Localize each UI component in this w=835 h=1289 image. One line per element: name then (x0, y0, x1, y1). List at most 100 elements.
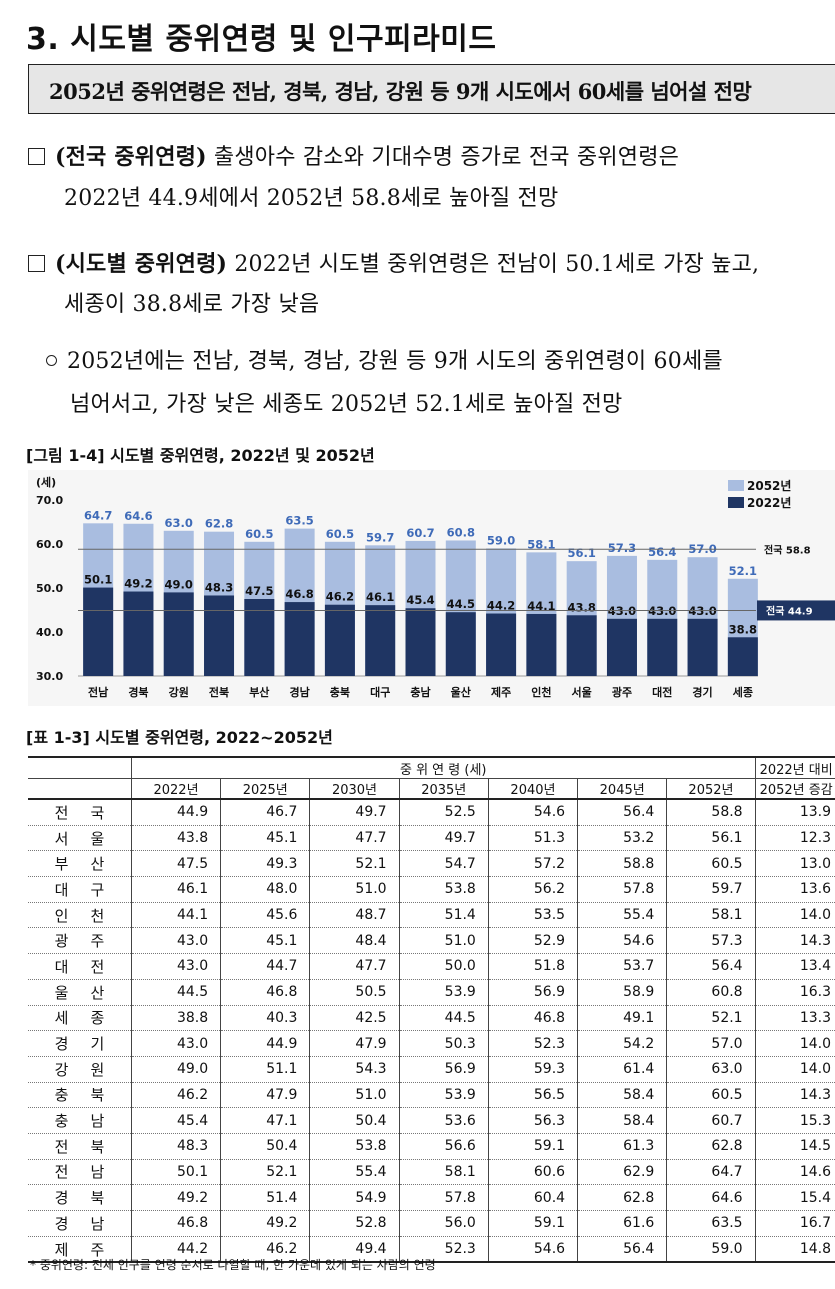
table-value-cell: 53.8 (398, 876, 489, 903)
table-value-cell: 56.3 (487, 1107, 578, 1134)
figure-title: [그림 1-4] 시도별 중위연령, 2022년 및 2052년 (26, 446, 375, 465)
table-value-cell: 62.8 (577, 1184, 667, 1211)
table-region-cell: 제주 (28, 1236, 132, 1264)
bar-2022-label: 44.2 (487, 599, 515, 613)
table-diff-cell: 14.3 (754, 927, 835, 955)
table-value-cell: 62.8 (666, 1133, 756, 1160)
median-age-bar-chart: 30.0 40.0 50.0 60.0 70.0 64.7 50.1 전남 64.6 49.2 경… (28, 470, 835, 706)
table-row: 충남 45.4 47.1 50.4 53.6 56.3 58.4 60.7 15.3 (28, 1107, 835, 1134)
table-diff-cell: 14.5 (754, 1133, 835, 1160)
table-corner (28, 778, 132, 800)
bar-2022-label: 49.0 (165, 577, 193, 591)
table-region-cell: 경북 (28, 1184, 132, 1211)
table-value-cell: 47.1 (220, 1107, 310, 1134)
bar-2052-label: 62.8 (205, 517, 233, 531)
table-region-cell: 대전 (28, 953, 132, 980)
bar-2022 (324, 604, 355, 676)
table-region-cell: 대구 (28, 876, 132, 903)
table-value-cell: 54.2 (577, 1030, 667, 1057)
bar-2022-label: 46.1 (366, 590, 394, 604)
table-value-cell: 51.4 (220, 1184, 310, 1211)
bar-2022 (566, 615, 597, 676)
section-title: 3. 시도별 중위연령 및 인구피라미드 (26, 22, 497, 57)
table-value-cell: 57.0 (666, 1030, 756, 1057)
table-value-cell: 51.0 (309, 876, 400, 903)
bar-2022 (123, 591, 154, 676)
table-value-cell: 51.0 (309, 1082, 400, 1109)
table-value-cell: 62.9 (577, 1159, 667, 1186)
x-category-label: 경북 (128, 685, 148, 699)
table-value-cell: 60.7 (666, 1107, 756, 1134)
table-value-cell: 47.9 (309, 1030, 400, 1057)
table-diff-cell: 14.0 (754, 1056, 835, 1083)
table-value-cell: 46.2 (130, 1082, 221, 1109)
table-value-cell: 46.8 (130, 1210, 221, 1237)
table-value-cell: 59.1 (487, 1210, 578, 1237)
table-value-cell: 43.0 (130, 1030, 221, 1057)
table-value-cell: 48.7 (309, 902, 400, 929)
table-value-cell: 45.4 (130, 1107, 221, 1134)
table-value-cell: 47.5 (130, 850, 221, 878)
table-diff-cell: 14.8 (754, 1236, 835, 1264)
bar-2052-label: 60.7 (406, 526, 434, 540)
bar-2022-label: 38.8 (729, 622, 757, 636)
reference-label-box (757, 600, 835, 621)
table-year-header: 2035년 (398, 778, 489, 800)
table-value-cell: 60.5 (666, 1082, 756, 1109)
table-value-cell: 51.3 (487, 825, 578, 852)
table-region-cell: 충북 (28, 1082, 132, 1109)
bar-2022 (445, 612, 476, 676)
table-value-cell: 44.9 (130, 799, 221, 826)
table-value-cell: 61.3 (577, 1133, 667, 1160)
table-diff-cell: 15.4 (754, 1184, 835, 1211)
table-group-header: 중 위 연 령 (세) (130, 756, 756, 779)
table-value-cell: 48.0 (220, 876, 310, 903)
table-value-cell: 63.0 (666, 1056, 756, 1083)
table-year-header: 2030년 (309, 778, 400, 800)
y-tick-label: 40.0 (36, 626, 63, 639)
table-value-cell: 53.9 (398, 1082, 489, 1109)
bar-2022-label: 44.5 (447, 597, 475, 611)
x-category-label: 서울 (572, 685, 592, 699)
bar-2022 (526, 613, 557, 676)
bar-2052-label: 64.7 (84, 508, 112, 522)
bar-2022-label: 46.2 (326, 590, 354, 604)
paragraph-head: (시도별 중위연령) (55, 251, 228, 277)
table-value-cell: 49.1 (577, 1005, 667, 1032)
table-year-header: 2025년 (220, 778, 310, 800)
table-value-cell: 38.8 (130, 1005, 221, 1032)
table-row: 제주 44.2 46.2 49.4 52.3 54.6 56.4 59.0 14.8 (28, 1236, 835, 1264)
table-diff-cell: 13.0 (754, 850, 835, 878)
table-value-cell: 56.4 (577, 1236, 667, 1264)
table-region-cell: 인천 (28, 902, 132, 929)
table-row: 광주 43.0 45.1 48.4 51.0 52.9 54.6 57.3 14.3 (28, 927, 835, 955)
bar-2022 (687, 618, 718, 676)
table-diff-cell: 14.6 (754, 1159, 835, 1186)
table-value-cell: 56.4 (666, 953, 756, 980)
table-value-cell: 60.6 (487, 1159, 578, 1186)
table-value-cell: 58.4 (577, 1082, 667, 1109)
table-value-cell: 54.9 (309, 1184, 400, 1211)
table-value-cell: 40.3 (220, 1005, 310, 1032)
table-value-cell: 60.5 (666, 850, 756, 878)
table-year-header: 2040년 (487, 778, 578, 800)
table-value-cell: 56.9 (398, 1056, 489, 1083)
table-value-cell: 46.2 (220, 1236, 310, 1264)
table-row: 인천 44.1 45.6 48.7 51.4 53.5 55.4 58.1 14.0 (28, 902, 835, 929)
bar-2022-label: 44.1 (527, 599, 555, 613)
bar-2022 (284, 602, 315, 676)
table-diff-cell: 14.0 (754, 902, 835, 929)
table-value-cell: 63.5 (666, 1210, 756, 1237)
table-row: 충북 46.2 47.9 51.0 53.9 56.5 58.4 60.5 14.3 (28, 1082, 835, 1109)
table-value-cell: 44.5 (130, 979, 221, 1006)
table-year-header: 2022년 (130, 778, 221, 800)
table-region-cell: 경남 (28, 1210, 132, 1237)
circle-bullet-icon (46, 355, 57, 366)
bar-2052-label: 63.0 (165, 516, 193, 530)
table-value-cell: 59.0 (666, 1236, 756, 1264)
table-value-cell: 56.0 (398, 1210, 489, 1237)
table-value-cell: 53.5 (487, 902, 578, 929)
table-value-cell: 54.3 (309, 1056, 400, 1083)
y-tick-label: 30.0 (36, 670, 63, 683)
table-row: 서울 43.8 45.1 47.7 49.7 51.3 53.2 56.1 12.3 (28, 825, 835, 852)
